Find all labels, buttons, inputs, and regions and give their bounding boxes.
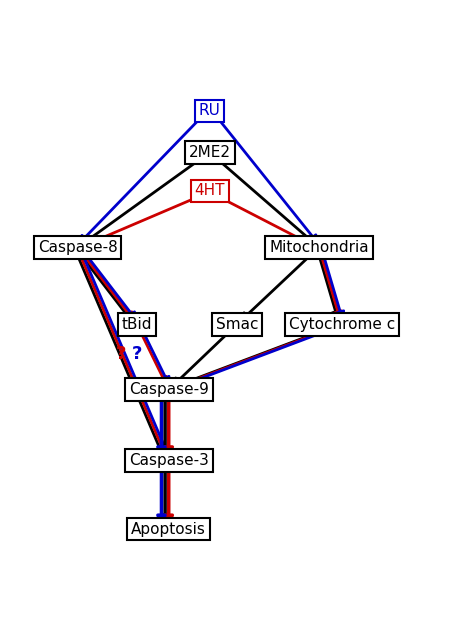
Text: Smac: Smac [216,317,258,332]
Text: Caspase-3: Caspase-3 [129,453,209,468]
Text: RU: RU [199,103,220,119]
Text: Apoptosis: Apoptosis [131,522,206,536]
Text: Caspase-8: Caspase-8 [38,240,118,255]
Text: 2ME2: 2ME2 [189,145,231,160]
Text: ?: ? [116,345,126,363]
Text: Cytochrome c: Cytochrome c [289,317,395,332]
Text: tBid: tBid [122,317,152,332]
Text: 4HT: 4HT [194,184,225,198]
Text: Mitochondria: Mitochondria [269,240,369,255]
Text: ?: ? [132,345,142,363]
Text: Caspase-9: Caspase-9 [129,382,209,397]
